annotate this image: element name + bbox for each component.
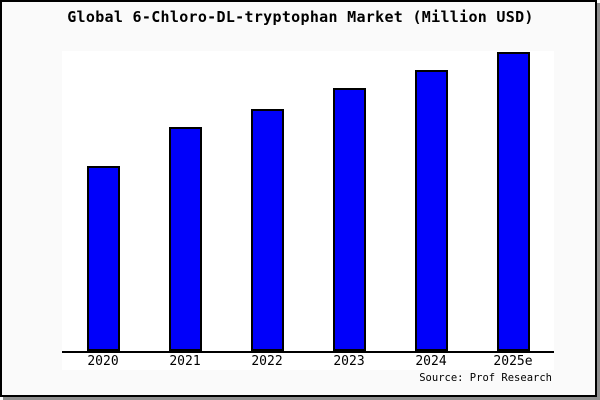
x-tick-label-2022: 2022 xyxy=(251,354,283,369)
source-label: Source: Prof Research xyxy=(419,372,552,384)
chart-title: Global 6-Chloro-DL-tryptophan Market (Mi… xyxy=(67,8,534,26)
bar-slot-2025e xyxy=(472,51,554,351)
x-tick-label-2023: 2023 xyxy=(333,354,365,369)
x-tick-label-2021: 2021 xyxy=(169,354,201,369)
x-tick-label-2024: 2024 xyxy=(415,354,447,369)
bar-2021 xyxy=(168,127,202,351)
bar-2023 xyxy=(332,88,366,351)
bar-slot-2020 xyxy=(62,51,144,351)
bar-2022 xyxy=(250,109,284,351)
bar-2024 xyxy=(414,70,448,351)
x-tick-label-2025e: 2025e xyxy=(493,354,533,369)
bar-slot-2021 xyxy=(144,51,226,351)
x-tick-label-2020: 2020 xyxy=(87,354,119,369)
plot-area: 2020 2021 2022 2023 2024 2025e xyxy=(62,51,554,370)
bar-2025e xyxy=(496,52,530,351)
x-axis-labels: 2020 2021 2022 2023 2024 2025e xyxy=(62,354,554,369)
bar-slot-2022 xyxy=(226,51,308,351)
bar-slot-2024 xyxy=(390,51,472,351)
bar-series xyxy=(62,51,554,351)
bar-slot-2023 xyxy=(308,51,390,351)
x-axis-line xyxy=(62,351,554,353)
bar-2020 xyxy=(86,166,120,351)
